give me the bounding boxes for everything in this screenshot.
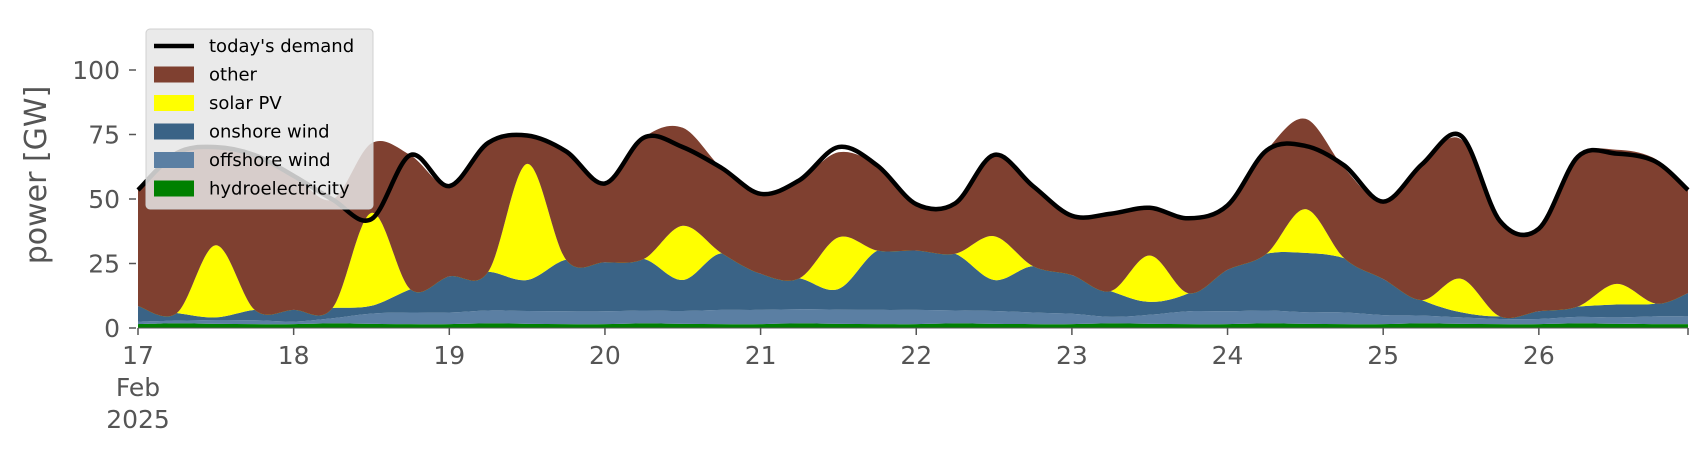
x-tick-label: 23 [1056, 341, 1088, 370]
x-tick-label: 19 [433, 341, 465, 370]
y-tick-label: 100 [72, 56, 120, 85]
legend-swatch-hydroelectricity [154, 180, 194, 197]
demand-line-layer [136, 131, 1690, 238]
legend-swatch-solar-pv [154, 95, 194, 111]
y-axis: 0 25 50 75 100 [72, 56, 136, 343]
legend-label-solar-pv: solar PV [209, 93, 282, 114]
x-tick-label: 25 [1367, 341, 1399, 370]
area-solar-pv [138, 163, 1688, 319]
legend-label-hydroelectricity: hydroelectricity [209, 179, 350, 200]
x-tick-label: 20 [589, 341, 621, 370]
legend-box [145, 28, 374, 210]
area-offshore-wind [138, 309, 1688, 325]
legend: today's demand other solar PV onshore wind o… [145, 28, 374, 210]
x-axis: 17 Feb 2025 18 19 20 21 22 23 24 25 26 [106, 327, 1689, 434]
x-tick-label: 26 [1523, 341, 1555, 370]
area-hydroelectricity [138, 323, 1688, 328]
legend-swatch-offshore-wind [154, 152, 194, 168]
y-tick-label: 75 [88, 121, 120, 150]
x-tick-label: 17 [122, 341, 154, 370]
legend-swatch-onshore-wind [154, 123, 194, 140]
x-tick-label-year: 2025 [106, 405, 170, 434]
x-tick-label: 21 [745, 341, 777, 370]
legend-swatch-other [154, 66, 194, 83]
x-tick-label: 18 [278, 341, 310, 370]
y-axis-title: power [GW] [19, 86, 54, 265]
legend-label-today-s-demand: today's demand [209, 36, 354, 57]
demand-line [136, 131, 1690, 238]
x-tick-label: 22 [900, 341, 932, 370]
area-other [138, 118, 1688, 319]
legend-label-onshore-wind: onshore wind [209, 122, 330, 143]
legend-label-other: other [209, 65, 258, 86]
x-tick-label-month: Feb [116, 373, 160, 402]
y-tick-label: 25 [88, 250, 120, 279]
legend-label-offshore-wind: offshore wind [209, 150, 331, 171]
y-tick-label: 0 [104, 314, 120, 343]
x-tick-label: 24 [1212, 341, 1244, 370]
area-onshore-wind [138, 247, 1688, 322]
y-tick-label: 50 [88, 185, 120, 214]
stacked-areas [138, 118, 1688, 328]
